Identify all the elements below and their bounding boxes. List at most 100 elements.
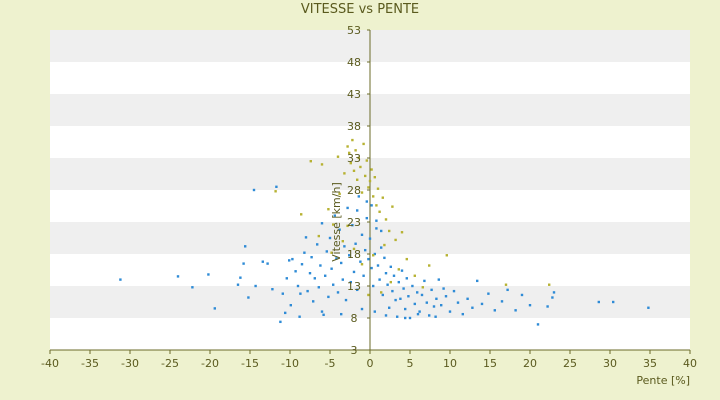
x-tick-label: -35 <box>81 357 99 370</box>
data-point <box>327 295 330 299</box>
data-point <box>370 266 373 270</box>
data-point <box>338 228 341 231</box>
data-point <box>346 145 349 148</box>
data-point <box>368 237 372 240</box>
data-point <box>274 190 277 193</box>
data-point <box>389 265 392 268</box>
data-point <box>404 316 407 320</box>
data-point <box>396 315 399 318</box>
data-point <box>480 302 484 306</box>
x-tick-label: 10 <box>443 357 457 370</box>
data-point <box>279 320 282 324</box>
data-point <box>400 269 404 272</box>
x-tick-label: 40 <box>683 357 697 370</box>
data-point <box>548 283 551 286</box>
data-point <box>291 257 294 261</box>
data-point <box>359 260 362 263</box>
data-point <box>300 263 304 266</box>
data-point <box>271 288 274 291</box>
data-point <box>402 287 405 290</box>
data-point <box>303 251 306 254</box>
data-point <box>236 283 240 286</box>
data-point <box>375 227 378 230</box>
x-tick-label: -15 <box>241 357 259 370</box>
data-point <box>378 278 381 281</box>
data-point <box>341 278 344 281</box>
data-point <box>294 270 297 273</box>
data-point <box>351 138 354 142</box>
data-point <box>356 288 359 292</box>
data-point <box>435 297 438 300</box>
data-point <box>340 312 343 316</box>
data-point <box>308 272 312 275</box>
y-tick-label: 33 <box>347 152 361 165</box>
data-point <box>352 247 356 251</box>
data-point <box>354 242 357 245</box>
data-point <box>428 314 431 317</box>
y-tick-label: 53 <box>347 24 361 37</box>
data-point <box>360 307 364 311</box>
data-point <box>320 222 324 225</box>
data-point <box>647 306 650 309</box>
data-point <box>420 293 424 297</box>
data-point <box>357 195 360 198</box>
data-point <box>330 251 333 254</box>
data-point <box>299 292 302 295</box>
data-point <box>348 151 351 155</box>
data-point <box>332 223 335 226</box>
data-point <box>444 295 448 298</box>
chart-title: VITESSE vs PENTE <box>300 2 420 17</box>
data-point <box>413 274 416 277</box>
y-tick-label: 38 <box>347 120 361 133</box>
x-axis-label: Pente [%] <box>636 374 690 387</box>
data-point <box>281 292 284 295</box>
data-point <box>356 178 359 181</box>
data-point <box>365 159 368 162</box>
data-point <box>354 149 357 152</box>
data-point <box>364 174 367 178</box>
data-point <box>368 179 372 183</box>
data-point <box>381 293 384 297</box>
data-point <box>316 243 319 246</box>
data-point <box>413 302 416 306</box>
y-tick-label: 28 <box>347 184 361 197</box>
data-point <box>320 310 324 313</box>
data-point <box>405 257 408 261</box>
data-point <box>335 257 338 260</box>
data-point <box>378 210 381 213</box>
data-point <box>289 304 292 307</box>
data-point <box>375 204 378 207</box>
data-point <box>244 245 247 248</box>
y-axis-label: Vitesse [km/h] <box>330 182 343 262</box>
data-point <box>320 163 324 166</box>
data-point <box>448 310 452 313</box>
data-point <box>397 268 400 271</box>
data-point <box>404 307 407 311</box>
data-point <box>384 272 388 275</box>
data-point <box>461 312 464 316</box>
data-point <box>391 205 394 208</box>
data-point <box>348 254 351 257</box>
data-point <box>397 280 400 284</box>
data-point <box>343 172 346 175</box>
data-point <box>349 161 352 165</box>
data-point <box>317 286 320 289</box>
data-point <box>380 246 383 249</box>
data-point <box>300 213 303 216</box>
data-point <box>388 229 391 233</box>
data-point <box>349 280 352 284</box>
data-point <box>418 310 421 313</box>
data-point <box>400 231 404 234</box>
data-point <box>466 297 469 300</box>
data-point <box>370 204 373 207</box>
data-point <box>520 293 524 297</box>
axes <box>50 29 690 351</box>
data-point <box>309 160 312 163</box>
data-point <box>380 291 383 294</box>
data-point <box>362 274 365 277</box>
data-points <box>119 138 650 326</box>
data-point <box>442 287 445 290</box>
data-point <box>384 314 388 317</box>
